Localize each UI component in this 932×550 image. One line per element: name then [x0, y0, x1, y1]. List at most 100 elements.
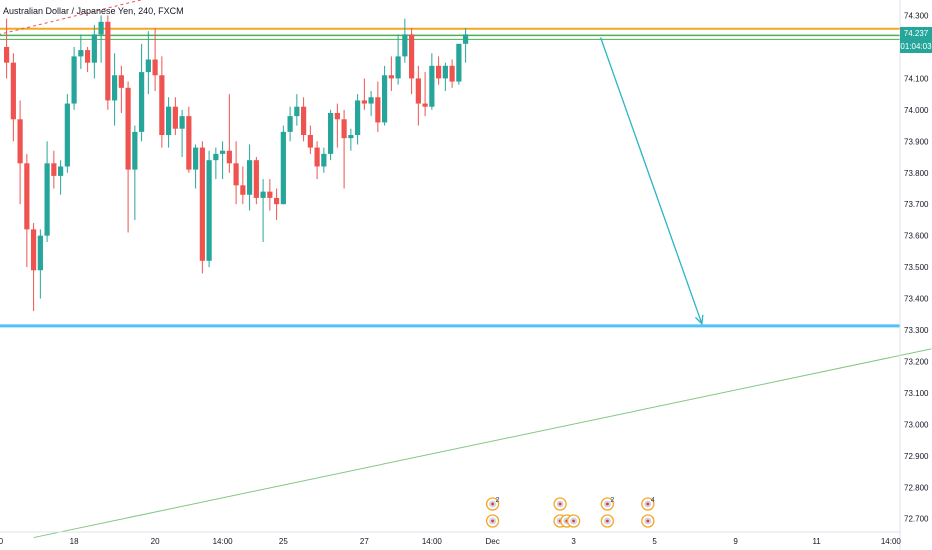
candle: [17, 100, 23, 205]
candle-body: [341, 119, 347, 139]
candle-body: [85, 50, 91, 63]
flag-dot: [558, 502, 562, 506]
candle-body: [294, 106, 300, 117]
candle-body: [409, 34, 415, 79]
candle: [118, 65, 124, 113]
candle-body: [10, 62, 16, 120]
y-tick-label: 73.000: [904, 420, 929, 429]
candle-body: [105, 21, 111, 101]
candle-body: [307, 135, 313, 148]
candle: [294, 94, 300, 126]
candle: [78, 34, 84, 69]
candle: [456, 43, 462, 85]
x-tick-label: 14:00: [213, 537, 234, 546]
candle: [105, 15, 111, 110]
candle: [247, 144, 253, 211]
candle: [267, 179, 273, 211]
candle-body: [64, 103, 70, 167]
candle: [253, 157, 259, 205]
y-tick-label: 73.200: [904, 357, 929, 366]
candle-body: [375, 97, 381, 123]
y-tick-label: 72.700: [904, 515, 929, 524]
x-tick-label: 20: [151, 537, 160, 546]
candle: [301, 97, 307, 142]
x-tick-label: 18: [70, 537, 79, 546]
event-count: 2: [610, 497, 614, 504]
y-tick-label: 73.900: [904, 137, 929, 146]
candle: [341, 109, 347, 189]
candle: [274, 188, 280, 220]
candle-body: [139, 72, 145, 132]
candle-body: [159, 75, 165, 136]
candle-body: [274, 197, 280, 205]
candle: [193, 144, 199, 189]
event-icon: 2: [600, 497, 614, 511]
candle: [159, 56, 165, 148]
y-tick-label: 74.100: [904, 74, 929, 83]
candle-body: [220, 150, 226, 154]
candle-body: [449, 65, 455, 82]
candle-body: [355, 100, 361, 136]
x-tick-label: 3: [571, 537, 576, 546]
x-tick-label: 5: [652, 537, 657, 546]
candle: [44, 141, 50, 242]
candle: [436, 56, 442, 85]
candle-body: [301, 106, 307, 136]
candle-body: [226, 150, 232, 164]
candle: [85, 46, 91, 73]
candle: [24, 153, 30, 268]
candle: [368, 90, 374, 117]
candle: [172, 97, 178, 136]
candle: [206, 150, 212, 268]
candle-body: [179, 116, 185, 129]
event-icon: [485, 514, 500, 528]
candle: [179, 109, 185, 158]
y-tick-label: 72.900: [904, 452, 929, 461]
y-tick-label: 73.600: [904, 232, 929, 241]
x-tick-label: 25: [279, 537, 288, 546]
y-tick-label: 74.000: [904, 106, 929, 115]
candle: [260, 179, 266, 242]
candle: [321, 147, 327, 173]
candle-body: [334, 112, 340, 120]
candle: [382, 65, 388, 126]
candle: [348, 128, 354, 151]
candle-body: [213, 153, 219, 161]
candle-body: [233, 163, 239, 186]
x-tick-label: 11: [812, 537, 821, 546]
flag-dot: [646, 502, 650, 506]
candle-body: [37, 235, 43, 271]
flag-dot: [605, 502, 609, 506]
candle: [280, 125, 286, 205]
candle: [355, 94, 361, 145]
x-tick-label: 14:00: [881, 537, 902, 546]
flag-dot: [572, 519, 575, 523]
candle-body: [118, 75, 124, 88]
flag-dot: [491, 502, 494, 506]
y-tick-label: 73.400: [904, 295, 929, 304]
candle-body: [166, 106, 172, 136]
flag-dot: [646, 519, 650, 523]
candle-body: [145, 59, 151, 73]
candle-body: [253, 160, 259, 198]
candle: [145, 31, 151, 95]
x-tick-label: 9: [733, 537, 738, 546]
event-icon: 2: [485, 497, 500, 511]
candle: [240, 166, 246, 205]
candle-body: [328, 112, 334, 154]
candle: [132, 125, 138, 220]
candle: [442, 62, 448, 91]
candle-body: [382, 75, 388, 123]
flag-dot: [491, 519, 494, 523]
candle-body: [112, 75, 118, 101]
candle-body: [442, 65, 448, 79]
candle-body: [132, 131, 138, 170]
candle: [71, 46, 77, 110]
candle-body: [58, 166, 64, 176]
candle-body: [415, 78, 421, 104]
candle: [287, 106, 293, 142]
candle: [402, 18, 408, 63]
candle-body: [321, 153, 327, 167]
candle-body: [287, 116, 293, 132]
